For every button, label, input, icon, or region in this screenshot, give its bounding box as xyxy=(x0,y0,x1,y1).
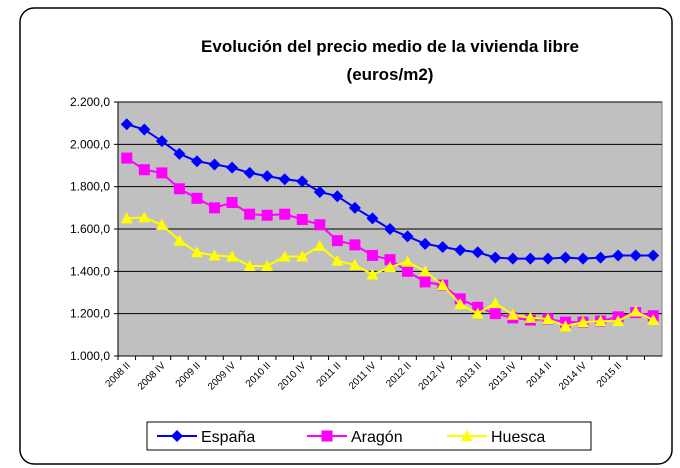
data-point xyxy=(629,249,642,262)
data-point xyxy=(647,249,660,262)
legend-marker xyxy=(321,430,333,442)
data-point xyxy=(402,265,414,277)
data-point xyxy=(366,268,379,280)
data-point xyxy=(138,123,151,136)
data-point xyxy=(173,147,186,160)
data-point xyxy=(559,320,572,332)
data-point xyxy=(261,209,273,221)
data-point xyxy=(313,185,326,198)
data-point xyxy=(366,249,378,261)
y-tick-label: 1.600,0 xyxy=(70,222,110,236)
data-point xyxy=(612,315,625,327)
data-point xyxy=(155,135,168,148)
y-tick-label: 1.800,0 xyxy=(70,180,110,194)
data-point xyxy=(243,166,256,179)
data-point xyxy=(331,254,344,266)
data-point xyxy=(173,234,186,246)
data-point xyxy=(244,208,256,220)
data-point xyxy=(331,190,344,203)
data-point xyxy=(629,305,642,317)
data-point xyxy=(243,260,256,272)
data-point xyxy=(296,175,309,188)
data-point xyxy=(524,252,537,265)
data-point xyxy=(348,258,361,270)
data-point xyxy=(208,249,221,261)
data-point xyxy=(226,250,239,262)
data-point xyxy=(138,211,151,223)
data-point xyxy=(261,260,274,272)
data-point xyxy=(384,254,396,266)
data-point xyxy=(647,314,660,326)
chart-title: Evolución del precio medio de la viviend… xyxy=(201,37,579,56)
data-point xyxy=(190,155,203,168)
chart-title: (euros/m2) xyxy=(347,65,434,84)
data-point xyxy=(489,251,502,264)
data-point xyxy=(594,251,607,264)
data-point xyxy=(489,297,502,309)
data-point xyxy=(155,218,168,230)
data-point xyxy=(313,239,326,251)
data-point xyxy=(577,316,590,328)
data-point xyxy=(209,202,221,214)
data-point xyxy=(594,315,607,327)
data-point xyxy=(577,252,590,265)
legend-label: Huesca xyxy=(491,429,545,446)
data-point xyxy=(506,308,519,320)
y-tick-label: 1.400,0 xyxy=(70,264,110,278)
data-point xyxy=(506,252,519,265)
data-point xyxy=(419,265,432,277)
data-point xyxy=(226,161,239,174)
data-point xyxy=(401,255,414,267)
data-point xyxy=(156,167,168,179)
data-point xyxy=(314,219,326,231)
data-point xyxy=(524,311,537,323)
data-point xyxy=(436,279,449,291)
data-point xyxy=(436,240,449,253)
data-point xyxy=(471,246,484,259)
legend-label: Aragón xyxy=(351,429,403,446)
data-point xyxy=(419,237,432,250)
data-point xyxy=(138,164,150,176)
data-point xyxy=(612,249,625,262)
data-point xyxy=(401,230,414,243)
data-point xyxy=(120,212,133,224)
legend-label: España xyxy=(201,429,255,446)
y-tick-label: 2.000,0 xyxy=(70,137,110,151)
y-tick-label: 1.200,0 xyxy=(70,307,110,321)
data-point xyxy=(471,307,484,319)
data-point xyxy=(173,183,185,195)
data-point xyxy=(331,235,343,247)
data-point xyxy=(366,212,379,225)
data-point xyxy=(454,298,467,310)
data-point xyxy=(349,239,361,251)
data-point xyxy=(296,213,308,225)
data-point xyxy=(278,250,291,262)
data-point xyxy=(384,223,396,235)
data-point xyxy=(190,246,203,258)
data-point xyxy=(419,276,431,288)
data-point xyxy=(454,244,467,257)
data-point xyxy=(208,158,221,171)
y-tick-label: 2.200,0 xyxy=(70,95,110,109)
legend-marker xyxy=(461,430,473,441)
y-tick-label: 1.000,0 xyxy=(70,349,110,363)
data-point xyxy=(279,208,291,220)
data-point xyxy=(296,250,309,262)
data-point xyxy=(278,173,291,186)
data-point xyxy=(384,261,396,273)
data-point xyxy=(559,251,572,264)
data-point xyxy=(120,118,133,131)
data-point xyxy=(226,197,238,209)
data-point xyxy=(191,192,203,204)
legend xyxy=(146,421,592,451)
data-point xyxy=(541,252,554,265)
data-point xyxy=(541,312,554,324)
data-point xyxy=(121,152,133,164)
data-point xyxy=(261,170,274,183)
data-point xyxy=(472,301,484,313)
legend-marker xyxy=(171,430,183,442)
data-point xyxy=(348,201,361,214)
data-point xyxy=(489,308,501,320)
